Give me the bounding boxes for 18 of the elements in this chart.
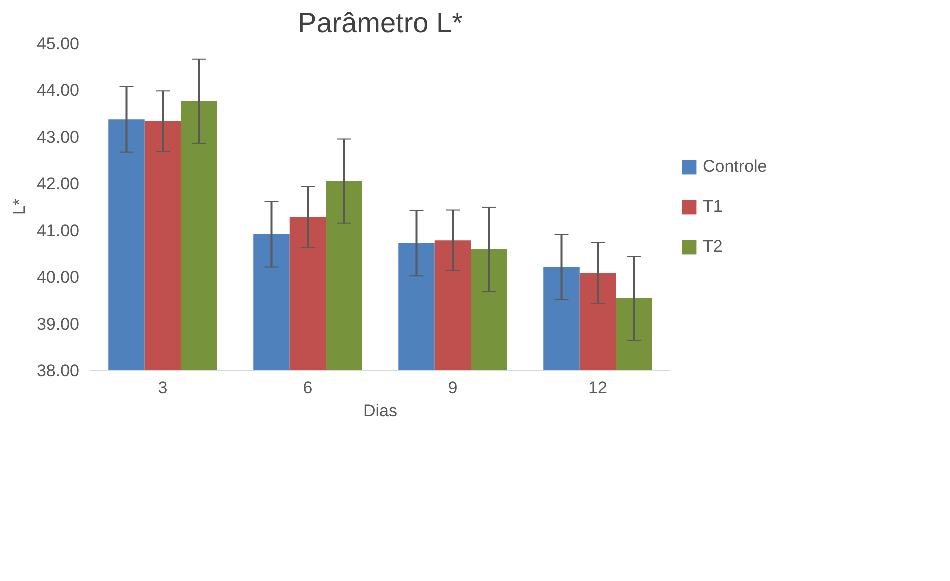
y-tick-label: 42.00 <box>36 174 80 194</box>
legend-label: T2 <box>703 236 723 256</box>
x-tick-label: 3 <box>158 378 168 398</box>
x-axis-title: Dias <box>363 402 398 420</box>
x-tick-label: 12 <box>588 378 608 398</box>
x-tick-label: 9 <box>448 378 458 398</box>
chart-title: Parâmetro L* <box>298 8 464 38</box>
legend-label: T1 <box>703 196 723 216</box>
y-tick-label: 43.00 <box>36 128 80 147</box>
y-tick-label: 38.00 <box>36 362 80 380</box>
legend-label: Controle <box>703 156 768 176</box>
y-tick-label: 44.00 <box>36 81 80 100</box>
y-tick-label: 40.00 <box>36 268 80 288</box>
y-tick-label: 41.00 <box>36 221 80 240</box>
y-tick-label: 39.00 <box>36 314 80 334</box>
x-tick-label: 6 <box>303 378 313 398</box>
y-axis-title: L* <box>10 198 29 216</box>
y-tick-label: 45.00 <box>36 34 80 54</box>
